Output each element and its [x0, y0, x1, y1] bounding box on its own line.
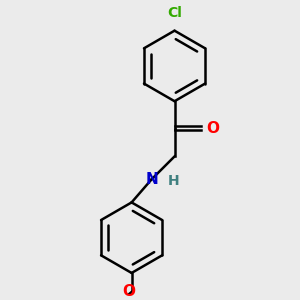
- Text: Cl: Cl: [167, 6, 182, 20]
- Text: H: H: [167, 174, 179, 188]
- Text: O: O: [206, 121, 219, 136]
- Text: O: O: [122, 284, 135, 299]
- Text: N: N: [145, 172, 158, 187]
